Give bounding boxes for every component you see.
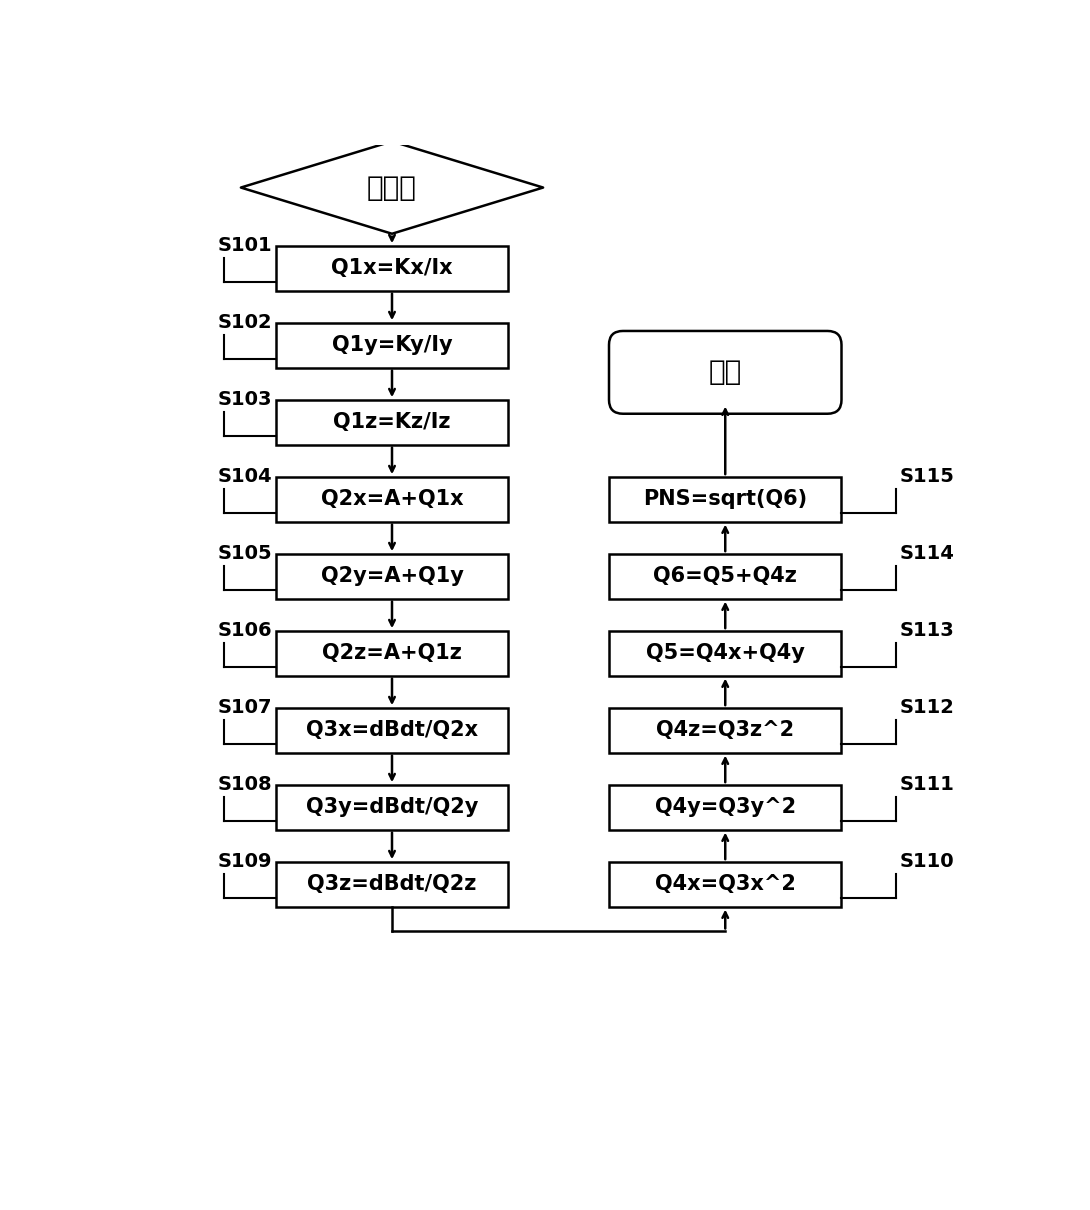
FancyBboxPatch shape [609, 785, 841, 830]
Text: S102: S102 [218, 312, 272, 332]
FancyBboxPatch shape [609, 332, 841, 414]
Text: S108: S108 [218, 774, 272, 794]
Text: Q6=Q5+Q4z: Q6=Q5+Q4z [653, 566, 797, 587]
Text: 结束: 结束 [708, 358, 742, 386]
FancyBboxPatch shape [276, 785, 508, 830]
Text: Q2z=A+Q1z: Q2z=A+Q1z [322, 644, 462, 663]
Text: S106: S106 [218, 621, 272, 640]
Polygon shape [241, 142, 543, 234]
FancyBboxPatch shape [276, 323, 508, 368]
FancyBboxPatch shape [276, 246, 508, 290]
FancyBboxPatch shape [609, 632, 841, 675]
Text: S107: S107 [218, 697, 272, 716]
Text: S114: S114 [899, 543, 955, 563]
Text: Q1y=Ky/Iy: Q1y=Ky/Iy [331, 335, 452, 356]
Text: S115: S115 [899, 467, 955, 485]
Text: S103: S103 [218, 390, 272, 409]
Text: Q3z=dBdt/Q2z: Q3z=dBdt/Q2z [307, 875, 476, 894]
Text: 初始化: 初始化 [367, 173, 417, 202]
Text: PNS=sqrt(Q6): PNS=sqrt(Q6) [643, 489, 808, 509]
Text: Q2y=A+Q1y: Q2y=A+Q1y [320, 566, 463, 587]
FancyBboxPatch shape [276, 862, 508, 906]
Text: Q4x=Q3x^2: Q4x=Q3x^2 [655, 875, 796, 894]
Text: S105: S105 [218, 543, 272, 563]
FancyBboxPatch shape [276, 632, 508, 675]
FancyBboxPatch shape [609, 708, 841, 753]
FancyBboxPatch shape [609, 477, 841, 522]
Text: S101: S101 [218, 236, 272, 254]
Text: S110: S110 [899, 852, 954, 870]
FancyBboxPatch shape [609, 554, 841, 599]
Text: Q3x=dBdt/Q2x: Q3x=dBdt/Q2x [306, 720, 479, 741]
Text: Q3y=dBdt/Q2y: Q3y=dBdt/Q2y [306, 797, 479, 818]
Text: Q4z=Q3z^2: Q4z=Q3z^2 [656, 720, 795, 741]
Text: S111: S111 [899, 774, 955, 794]
Text: S109: S109 [218, 852, 272, 870]
FancyBboxPatch shape [276, 554, 508, 599]
Text: S113: S113 [899, 621, 955, 640]
Text: S112: S112 [899, 697, 955, 716]
FancyBboxPatch shape [276, 477, 508, 522]
Text: Q1x=Kx/Ix: Q1x=Kx/Ix [331, 259, 452, 278]
FancyBboxPatch shape [609, 862, 841, 906]
Text: S104: S104 [218, 467, 272, 485]
Text: Q4y=Q3y^2: Q4y=Q3y^2 [655, 797, 796, 818]
Text: Q2x=A+Q1x: Q2x=A+Q1x [320, 489, 463, 509]
Text: Q1z=Kz/Iz: Q1z=Kz/Iz [334, 413, 451, 432]
Text: Q5=Q4x+Q4y: Q5=Q4x+Q4y [645, 644, 804, 663]
FancyBboxPatch shape [276, 708, 508, 753]
FancyBboxPatch shape [276, 401, 508, 445]
